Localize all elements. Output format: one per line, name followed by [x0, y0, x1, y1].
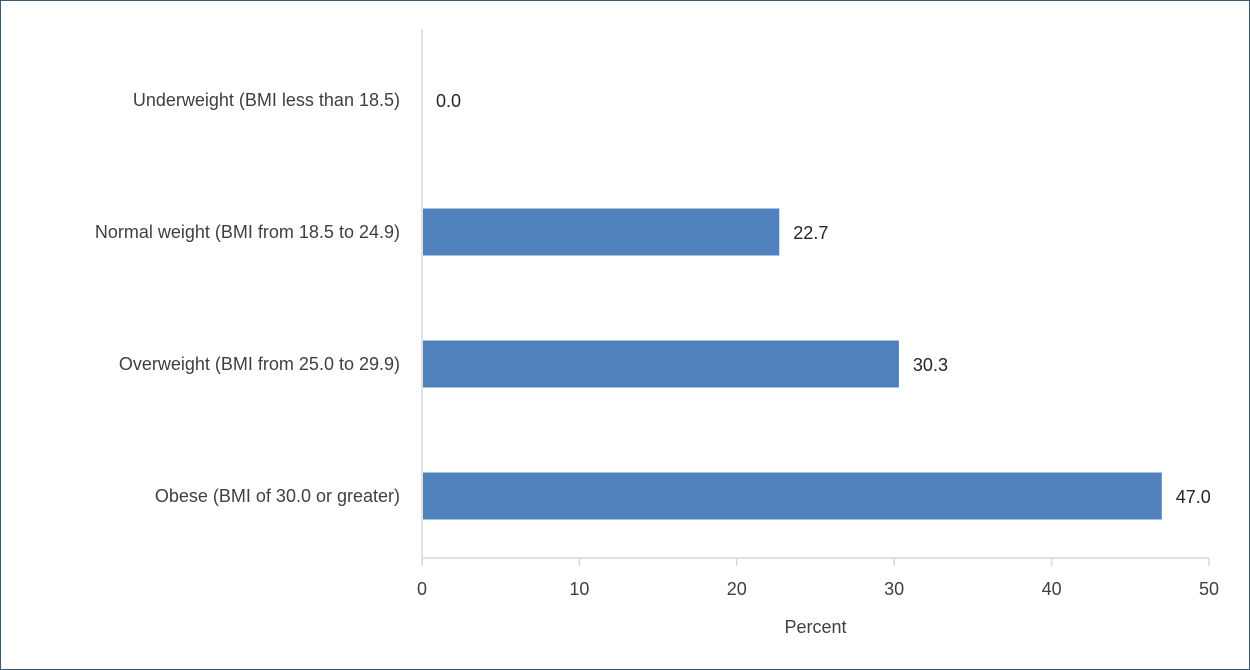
- x-tick-label: 30: [884, 579, 904, 599]
- bar: [423, 472, 1162, 520]
- data-label: 0.0: [436, 91, 461, 111]
- category-label: Underweight (BMI less than 18.5): [133, 90, 400, 110]
- bar: [423, 208, 780, 256]
- x-tick-label: 20: [727, 579, 747, 599]
- axis-layer: [421, 29, 1210, 566]
- x-tick-label: 10: [569, 579, 589, 599]
- data-label: 47.0: [1176, 487, 1211, 507]
- x-tick-label: 40: [1042, 579, 1062, 599]
- x-axis-title: Percent: [784, 617, 846, 637]
- category-label: Overweight (BMI from 25.0 to 29.9): [119, 354, 400, 374]
- labels-layer: 0 10 20 30 40 50 Underweight (BMI less than 18…: [95, 90, 1219, 599]
- category-label: Obese (BMI of 30.0 or greater): [155, 486, 400, 506]
- data-label: 22.7: [793, 223, 828, 243]
- bar: [423, 340, 899, 388]
- x-tick-label: 0: [417, 579, 427, 599]
- data-label: 30.3: [913, 355, 948, 375]
- bars-layer: [423, 208, 1162, 520]
- x-tick-label: 50: [1199, 579, 1219, 599]
- category-label: Normal weight (BMI from 18.5 to 24.9): [95, 222, 400, 242]
